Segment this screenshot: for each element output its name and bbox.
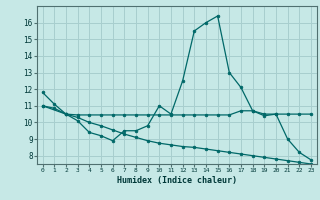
X-axis label: Humidex (Indice chaleur): Humidex (Indice chaleur) [117,176,237,185]
